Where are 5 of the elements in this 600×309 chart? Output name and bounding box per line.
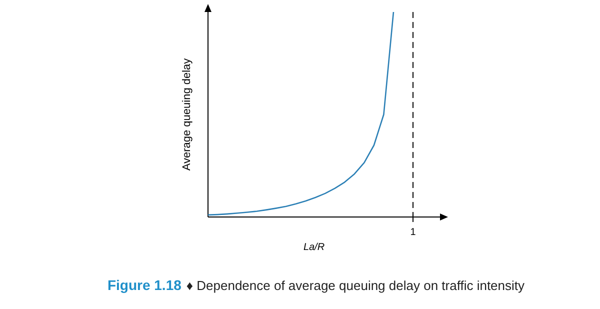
x-axis-title: La/R	[303, 242, 325, 253]
text: 1	[410, 227, 416, 238]
text: Figure 1.18	[107, 277, 182, 293]
text: ♦ Dependence of average queuing delay on traffic intensity	[186, 278, 526, 293]
y-axis-title: Average queuing delay	[181, 58, 193, 171]
